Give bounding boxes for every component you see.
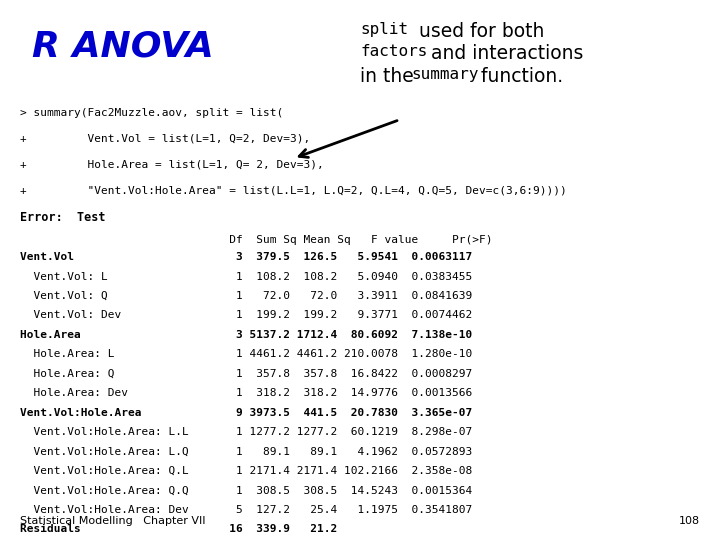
Text: Error:  Test: Error: Test	[20, 211, 106, 224]
Text: Vent.Vol: Dev                 1  199.2  199.2   9.3771  0.0074462: Vent.Vol: Dev 1 199.2 199.2 9.3771 0.007…	[20, 310, 472, 321]
Text: Hole.Area: Dev                1  318.2  318.2  14.9776  0.0013566: Hole.Area: Dev 1 318.2 318.2 14.9776 0.0…	[20, 388, 472, 399]
Text: Hole.Area: L                  1 4461.2 4461.2 210.0078  1.280e-10: Hole.Area: L 1 4461.2 4461.2 210.0078 1.…	[20, 349, 472, 360]
Text: +         Hole.Area = list(L=1, Q= 2, Dev=3),: + Hole.Area = list(L=1, Q= 2, Dev=3),	[20, 160, 324, 170]
Text: +         "Vent.Vol:Hole.Area" = list(L.L=1, L.Q=2, Q.L=4, Q.Q=5, Dev=c(3,6:9))): + "Vent.Vol:Hole.Area" = list(L.L=1, L.Q…	[20, 186, 567, 196]
Text: > summary(Fac2Muzzle.aov, split = list(: > summary(Fac2Muzzle.aov, split = list(	[20, 108, 284, 118]
Text: Vent.Vol:Hole.Area: L.Q       1   89.1   89.1   4.1962  0.0572893: Vent.Vol:Hole.Area: L.Q 1 89.1 89.1 4.19…	[20, 447, 472, 457]
Text: Vent.Vol:Hole.Area: Q.L       1 2171.4 2171.4 102.2166  2.358e-08: Vent.Vol:Hole.Area: Q.L 1 2171.4 2171.4 …	[20, 466, 472, 476]
Text: Vent.Vol: L                   1  108.2  108.2   5.0940  0.0383455: Vent.Vol: L 1 108.2 108.2 5.0940 0.03834…	[20, 272, 472, 282]
Text: Vent.Vol:Hole.Area: L.L       1 1277.2 1277.2  60.1219  8.298e-07: Vent.Vol:Hole.Area: L.L 1 1277.2 1277.2 …	[20, 427, 472, 437]
Text: Df  Sum Sq Mean Sq   F value     Pr(>F): Df Sum Sq Mean Sq F value Pr(>F)	[20, 235, 492, 245]
Text: Vent.Vol:Hole.Area              9 3973.5  441.5  20.7830  3.365e-07: Vent.Vol:Hole.Area 9 3973.5 441.5 20.783…	[20, 408, 472, 418]
Text: 108: 108	[679, 516, 700, 526]
Text: R ANOVA: R ANOVA	[32, 30, 214, 64]
Text: used for both: used for both	[413, 22, 544, 40]
Text: factors: factors	[360, 44, 428, 59]
Text: Vent.Vol:Hole.Area: Dev       5  127.2   25.4   1.1975  0.3541807: Vent.Vol:Hole.Area: Dev 5 127.2 25.4 1.1…	[20, 505, 472, 515]
Text: Hole.Area: Q                  1  357.8  357.8  16.8422  0.0008297: Hole.Area: Q 1 357.8 357.8 16.8422 0.000…	[20, 369, 472, 379]
Text: split: split	[360, 22, 408, 37]
Text: function.: function.	[475, 68, 563, 86]
Text: Residuals                      16  339.9   21.2: Residuals 16 339.9 21.2	[20, 524, 398, 535]
Text: Vent.Vol:Hole.Area: Q.Q       1  308.5  308.5  14.5243  0.0015364: Vent.Vol:Hole.Area: Q.Q 1 308.5 308.5 14…	[20, 485, 472, 496]
Text: Statistical Modelling   Chapter VII: Statistical Modelling Chapter VII	[20, 516, 206, 526]
Text: +         Vent.Vol = list(L=1, Q=2, Dev=3),: + Vent.Vol = list(L=1, Q=2, Dev=3),	[20, 134, 310, 144]
Text: in the: in the	[360, 68, 420, 86]
Text: Vent.Vol                        3  379.5  126.5   5.9541  0.0063117: Vent.Vol 3 379.5 126.5 5.9541 0.0063117	[20, 252, 472, 262]
Text: Hole.Area                       3 5137.2 1712.4  80.6092  7.138e-10: Hole.Area 3 5137.2 1712.4 80.6092 7.138e…	[20, 330, 472, 340]
Text: and interactions: and interactions	[425, 44, 583, 63]
Text: summary: summary	[412, 68, 480, 83]
Text: Vent.Vol: Q                   1   72.0   72.0   3.3911  0.0841639: Vent.Vol: Q 1 72.0 72.0 3.3911 0.0841639	[20, 291, 472, 301]
